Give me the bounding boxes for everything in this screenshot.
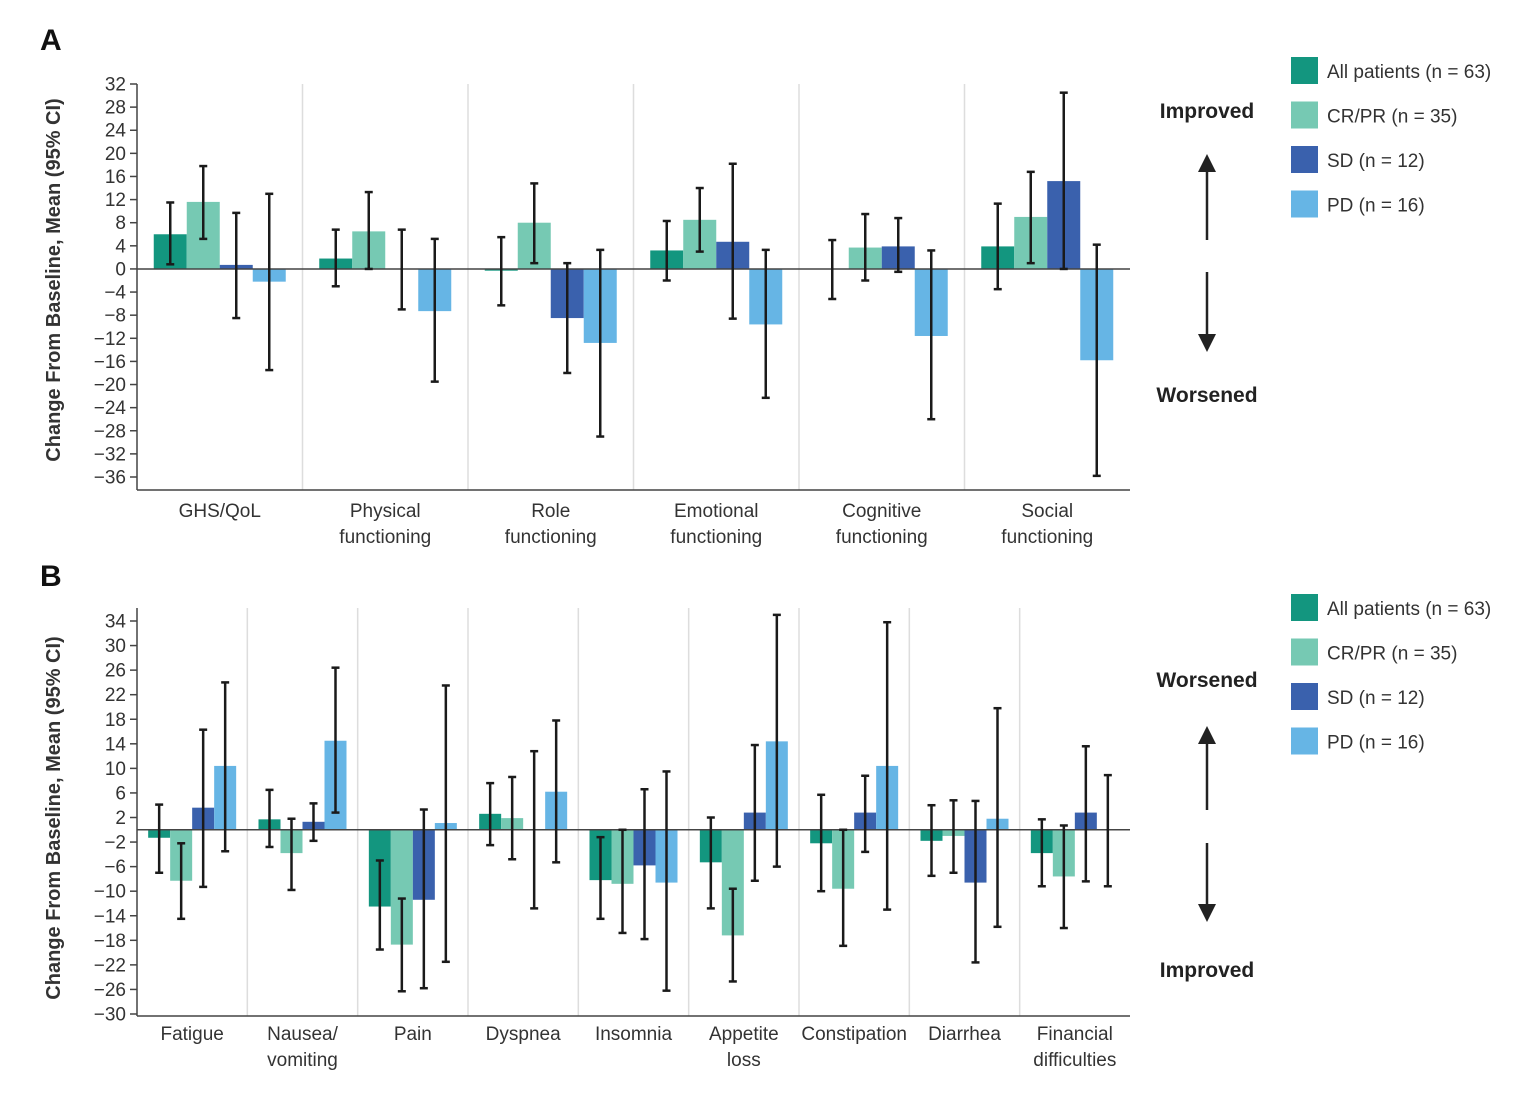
- y-tick-label: 8: [115, 213, 126, 234]
- x-tick-label: loss: [727, 1050, 761, 1071]
- x-tick-label: Role: [531, 501, 570, 522]
- y-tick-label: 24: [105, 121, 127, 142]
- arrow-down-icon: [1198, 843, 1216, 922]
- x-tick-label: functioning: [505, 527, 597, 548]
- y-tick-label: −28: [94, 421, 126, 442]
- y-tick-label: 34: [105, 612, 127, 633]
- legend-label: CR/PR (n = 35): [1327, 107, 1457, 128]
- legend-swatch: [1291, 727, 1318, 755]
- legend-swatch: [1291, 594, 1318, 621]
- x-tick-label: Emotional: [674, 501, 759, 522]
- legend-label: SD (n = 12): [1327, 151, 1425, 172]
- legend-label: All patients (n = 63): [1327, 599, 1491, 620]
- y-tick-label: −16: [94, 352, 126, 373]
- x-tick-label: functioning: [670, 527, 762, 548]
- x-tick-label: functioning: [1001, 527, 1093, 548]
- y-tick-label: 0: [115, 259, 126, 280]
- panel-label-b: B: [40, 560, 62, 593]
- x-tick-label: Constipation: [801, 1024, 907, 1045]
- x-tick-label: GHS/QoL: [179, 501, 261, 522]
- legend-label: PD (n = 16): [1327, 733, 1425, 754]
- bar: [390, 829, 413, 945]
- direction-down-label-a: Worsened: [1156, 384, 1257, 407]
- y-tick-label: 16: [105, 167, 126, 188]
- x-tick-label: difficulties: [1033, 1050, 1116, 1071]
- y-tick-label: 20: [105, 144, 126, 165]
- y-tick-label: −4: [104, 283, 126, 304]
- y-tick-label: −20: [94, 375, 126, 396]
- legend-swatch: [1291, 57, 1318, 84]
- x-tick-label: functioning: [339, 527, 431, 548]
- x-tick-label: Financial: [1037, 1024, 1113, 1045]
- y-tick-label: −8: [104, 306, 126, 327]
- y-tick-label: −22: [94, 955, 126, 976]
- y-tick-label: −18: [94, 931, 126, 952]
- legend-swatch: [1291, 638, 1318, 666]
- y-tick-label: −14: [94, 906, 127, 927]
- arrow-up-icon: [1198, 154, 1216, 240]
- y-tick-label: −32: [94, 444, 126, 465]
- y-tick-label: −10: [94, 882, 126, 903]
- y-tick-label: −36: [94, 468, 126, 489]
- y-tick-label: 14: [105, 734, 127, 755]
- y-tick-label: 28: [105, 98, 126, 119]
- y-tick-label: 10: [105, 759, 126, 780]
- legend-swatch: [1291, 101, 1318, 129]
- y-tick-label: −24: [94, 398, 127, 419]
- y-tick-label: 12: [105, 190, 126, 211]
- x-tick-label: Pain: [394, 1024, 432, 1045]
- x-tick-label: Fatigue: [160, 1024, 223, 1045]
- legend-swatch: [1291, 190, 1318, 218]
- x-tick-label: functioning: [836, 527, 928, 548]
- y-tick-label: −26: [94, 980, 126, 1001]
- x-tick-label: Dyspnea: [486, 1024, 561, 1045]
- y-tick-label: −30: [94, 1005, 126, 1026]
- x-tick-label: Social: [1021, 501, 1073, 522]
- direction-up-label-a: Improved: [1160, 100, 1255, 123]
- x-tick-label: Diarrhea: [928, 1024, 1001, 1045]
- y-tick-label: 22: [105, 685, 126, 706]
- y-tick-label: 32: [105, 75, 126, 96]
- x-tick-label: Insomnia: [595, 1024, 673, 1045]
- legend-swatch: [1291, 146, 1318, 173]
- arrow-down-icon: [1198, 272, 1216, 352]
- legend-a: All patients (n = 63) CR/PR (n = 35) SD (n…: [1291, 57, 1491, 218]
- x-tick-label: Physical: [350, 501, 421, 522]
- legend-label: PD (n = 16): [1327, 196, 1425, 217]
- legend-swatch: [1291, 683, 1318, 710]
- x-tick-label: vomiting: [267, 1050, 338, 1071]
- x-tick-label: Nausea/: [267, 1024, 338, 1045]
- y-tick-label: 26: [105, 661, 126, 682]
- legend-label: CR/PR (n = 35): [1327, 644, 1457, 665]
- y-tick-label: −2: [104, 833, 126, 854]
- x-tick-label: Cognitive: [842, 501, 921, 522]
- arrow-up-icon: [1198, 726, 1216, 810]
- y-axis-label-a: Change From Baseline, Mean (95% CI): [43, 98, 65, 461]
- bar: [721, 829, 744, 936]
- legend-label: SD (n = 12): [1327, 688, 1425, 709]
- x-tick-label: Appetite: [709, 1024, 779, 1045]
- y-tick-label: 4: [115, 236, 126, 257]
- direction-up-label-b: Worsened: [1156, 669, 1257, 692]
- panel-label-a: A: [40, 24, 62, 57]
- y-tick-label: −6: [104, 857, 126, 878]
- legend-label: All patients (n = 63): [1327, 62, 1491, 83]
- y-tick-label: 6: [115, 783, 126, 804]
- y-tick-label: −12: [94, 329, 126, 350]
- y-tick-label: 18: [105, 710, 126, 731]
- y-tick-label: 30: [105, 636, 126, 657]
- y-axis-label-b: Change From Baseline, Mean (95% CI): [43, 636, 65, 999]
- direction-down-label-b: Improved: [1160, 959, 1255, 982]
- legend-b: All patients (n = 63) CR/PR (n = 35) SD (n…: [1291, 594, 1491, 755]
- plot-b: 34 30 26 22 18 14 10 6 2 −2 −6 −10 −14 −18 −22 −26 −30 Fa…: [94, 608, 1130, 1071]
- y-tick-label: 2: [115, 808, 126, 829]
